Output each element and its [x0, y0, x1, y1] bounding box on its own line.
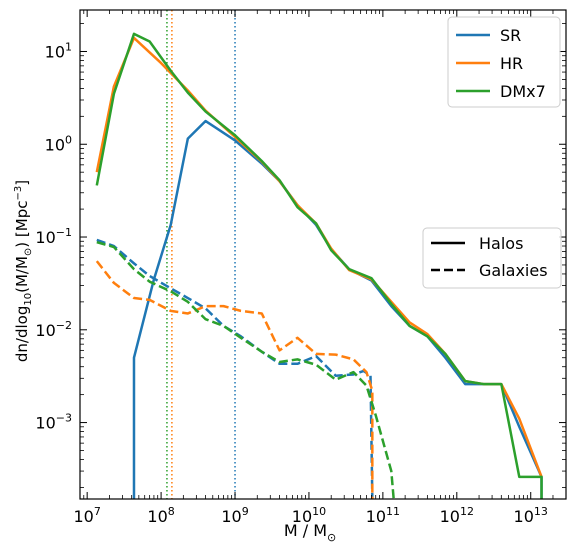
x-tick-label: 107: [73, 505, 100, 526]
legend-style: Halos Galaxies: [422, 227, 562, 289]
x-axis-label-sub: ⊙: [327, 531, 336, 543]
y-tick-label: 100: [45, 133, 72, 154]
legend-series: SR HR DMx7: [447, 16, 561, 108]
legend-series-label: SR: [500, 26, 521, 45]
x-tick-label: 1012: [440, 505, 474, 526]
legend-style-label: Galaxies: [479, 261, 548, 280]
series-hr-galaxies-line: [95, 260, 374, 499]
y-tick-label: 10−3: [35, 412, 72, 433]
x-tick-label: 1013: [514, 505, 548, 526]
reference-lines: [166, 10, 236, 499]
legend-series-label: DMx7: [500, 82, 546, 101]
series-dmx7-halos-line: [95, 32, 543, 499]
series-dmx7-galaxies-line: [96, 240, 395, 499]
y-tick-label: 101: [45, 40, 72, 61]
x-tick-label: 108: [147, 505, 174, 526]
x-axis-label-main: M / M: [284, 521, 327, 540]
series-lines: [95, 32, 543, 499]
y-tick-label: 10−2: [35, 319, 72, 340]
y-axis-label: dn/dlog10(M/M⊙) [Mpc−3]: [13, 180, 34, 362]
legend-series-label: HR: [500, 54, 523, 73]
axis-ticks: 107 108 109 1010 1011 1012 1013 10−3 10−2 10−1 100…: [35, 10, 566, 526]
y-tick-label: 10−1: [35, 226, 72, 247]
y-axis-label-text: dn/dlog10(M/M⊙) [Mpc−3]: [13, 180, 34, 362]
x-tick-label: 1011: [366, 505, 400, 526]
x-tick-label: 1010: [292, 505, 326, 526]
x-tick-label: 109: [221, 505, 248, 526]
x-axis-label: M / M ⊙: [284, 521, 336, 543]
axes-frame: [79, 9, 567, 500]
legend-series-box: [447, 16, 561, 108]
plot-area: 107 108 109 1010 1011 1012 1013 10−3 10−2 10−1 100…: [35, 9, 567, 526]
legend-style-label: Halos: [479, 234, 523, 253]
